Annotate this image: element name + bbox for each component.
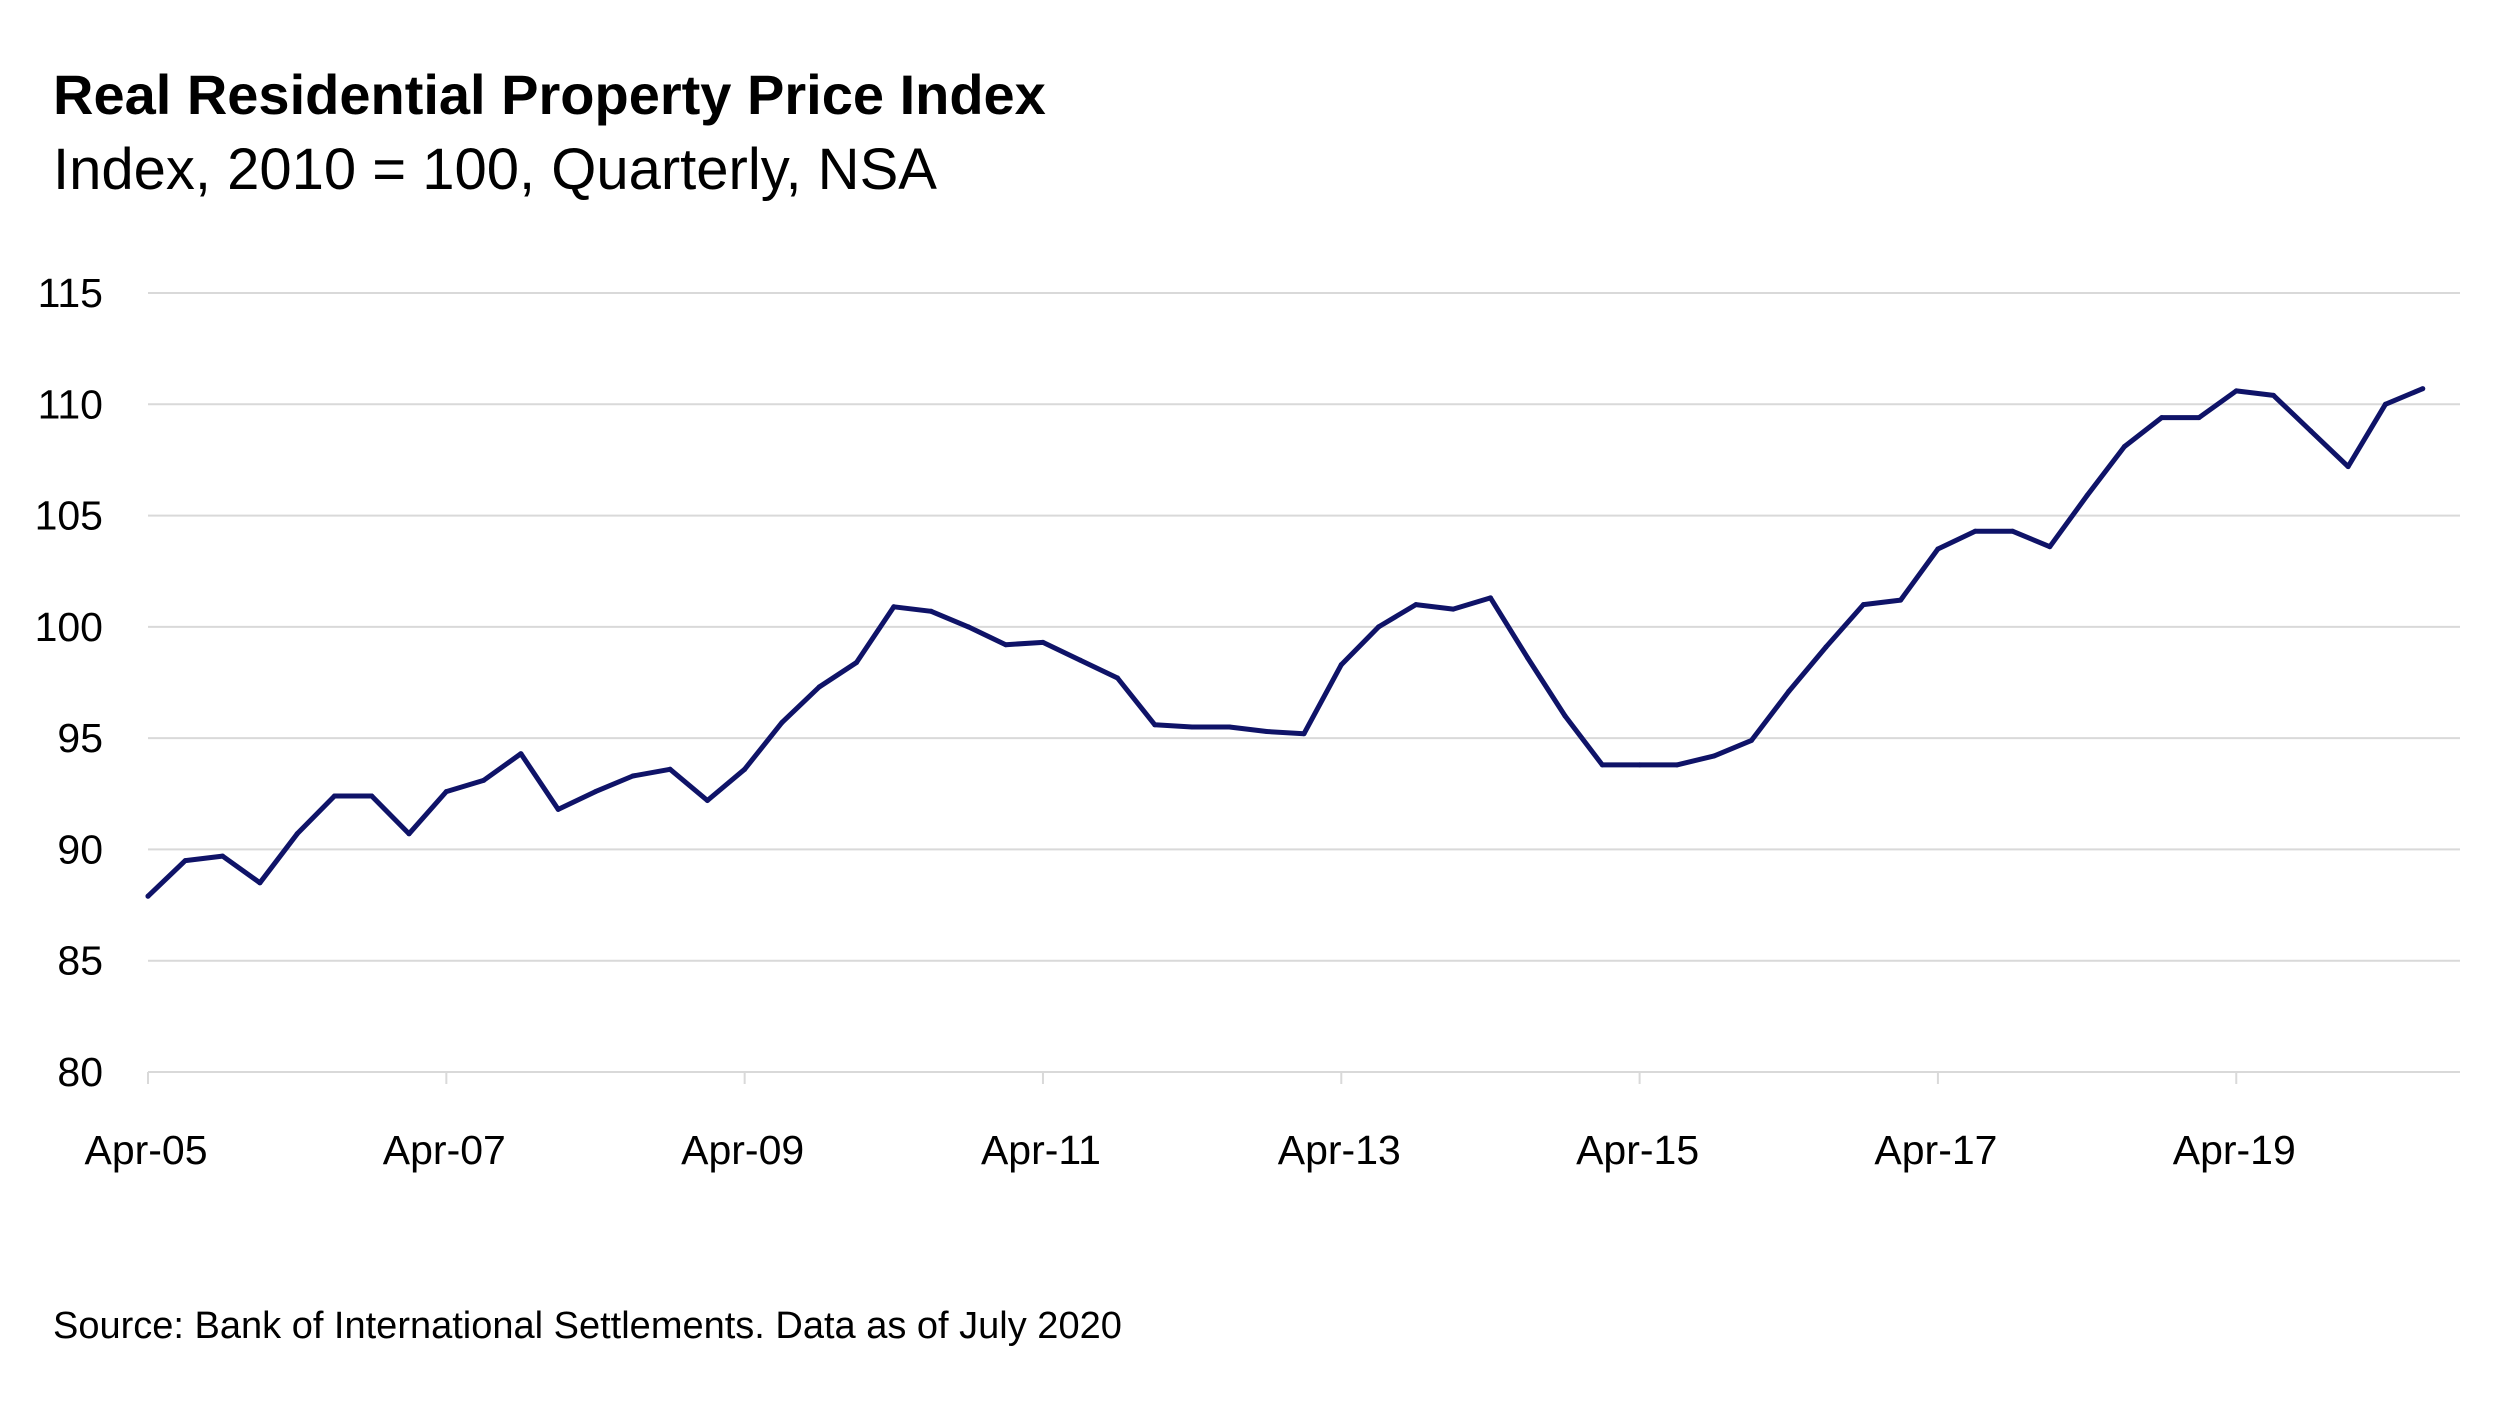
y-tick-label: 110 bbox=[38, 381, 103, 427]
data-point bbox=[2345, 464, 2351, 470]
data-point bbox=[1935, 546, 1941, 552]
data-point bbox=[2420, 386, 2426, 392]
data-point bbox=[2159, 415, 2165, 421]
data-point bbox=[220, 853, 226, 859]
x-tick-label: Apr-09 bbox=[681, 1127, 804, 1173]
data-point bbox=[704, 798, 710, 803]
data-point bbox=[779, 720, 785, 726]
data-point bbox=[2010, 528, 2015, 534]
y-tick-label: 100 bbox=[35, 604, 103, 650]
data-point bbox=[2233, 388, 2239, 394]
data-point bbox=[1562, 713, 1568, 719]
data-point bbox=[1786, 688, 1792, 694]
data-point bbox=[1488, 595, 1493, 601]
data-point bbox=[1525, 655, 1531, 661]
data-point bbox=[816, 684, 822, 690]
y-tick-label: 115 bbox=[38, 270, 103, 316]
data-point bbox=[406, 831, 412, 837]
data-point bbox=[145, 893, 151, 899]
data-point bbox=[332, 793, 337, 799]
data-point bbox=[891, 604, 897, 610]
data-point bbox=[1749, 737, 1754, 743]
data-point bbox=[294, 831, 300, 837]
x-tick-label: Apr-13 bbox=[1278, 1127, 1401, 1173]
y-tick-label: 95 bbox=[57, 715, 103, 761]
data-point bbox=[2196, 415, 2202, 421]
data-point bbox=[555, 806, 561, 812]
x-tick-label: Apr-05 bbox=[84, 1127, 207, 1173]
y-tick-label: 105 bbox=[35, 493, 103, 539]
data-point bbox=[1003, 642, 1009, 648]
y-tick-label: 80 bbox=[57, 1049, 103, 1095]
data-point bbox=[1860, 602, 1866, 608]
x-axis-tick-labels: Apr-05 Apr-07 Apr-09 Apr-11 Apr-13 Apr-15 Apr-… bbox=[84, 1127, 2295, 1173]
data-point bbox=[1189, 724, 1195, 730]
x-axis bbox=[147, 1071, 2460, 1084]
data-point bbox=[481, 777, 487, 783]
data-point bbox=[1264, 729, 1270, 734]
data-point bbox=[1040, 639, 1046, 645]
data-point bbox=[1376, 624, 1382, 630]
data-point bbox=[1226, 724, 1232, 730]
y-axis-tick-labels: 80 85 90 95 100 105 110 115 bbox=[35, 270, 103, 1095]
data-point bbox=[443, 789, 449, 795]
data-point bbox=[2121, 444, 2127, 450]
data-point bbox=[928, 608, 934, 614]
data-point bbox=[2047, 544, 2053, 550]
data-point bbox=[1637, 762, 1643, 768]
x-tick-label: Apr-17 bbox=[1874, 1127, 1997, 1173]
chart-title: Real Residential Property Price Index bbox=[53, 63, 1046, 126]
data-point bbox=[1898, 597, 1904, 603]
series-line bbox=[145, 386, 2426, 899]
data-point bbox=[1972, 528, 1978, 534]
data-point bbox=[2084, 493, 2090, 498]
x-tick-label: Apr-11 bbox=[981, 1127, 1101, 1173]
data-point bbox=[1301, 731, 1307, 737]
data-point bbox=[1450, 606, 1456, 612]
data-point bbox=[1338, 662, 1344, 668]
data-point bbox=[1413, 602, 1419, 608]
data-point bbox=[518, 751, 524, 757]
y-tick-label: 85 bbox=[57, 938, 103, 984]
data-point bbox=[1599, 762, 1605, 768]
data-point bbox=[369, 793, 375, 799]
series-layer bbox=[145, 386, 2426, 899]
data-point bbox=[257, 880, 263, 886]
data-point bbox=[1152, 722, 1158, 728]
gridlines bbox=[148, 292, 2460, 962]
y-tick-label: 90 bbox=[57, 826, 103, 872]
data-point bbox=[1115, 675, 1120, 681]
data-point bbox=[593, 789, 598, 795]
data-point bbox=[1711, 753, 1717, 759]
chart-source-note: Source: Bank of International Settlement… bbox=[53, 1305, 1122, 1347]
data-point bbox=[182, 858, 188, 864]
data-point bbox=[630, 773, 636, 779]
data-point bbox=[2271, 392, 2276, 398]
data-point bbox=[1077, 657, 1083, 663]
data-point bbox=[667, 766, 673, 772]
x-tick-label: Apr-07 bbox=[383, 1127, 506, 1173]
data-point bbox=[1674, 762, 1680, 768]
data-point bbox=[1823, 644, 1829, 650]
x-tick-label: Apr-19 bbox=[2173, 1127, 2296, 1173]
data-point bbox=[742, 766, 748, 772]
data-point bbox=[854, 660, 859, 665]
x-tick-label: Apr-15 bbox=[1576, 1127, 1699, 1173]
data-point bbox=[965, 624, 971, 630]
chart-subtitle: Index, 2010 = 100, Quarterly, NSA bbox=[53, 137, 937, 202]
data-point bbox=[2308, 428, 2314, 434]
data-point bbox=[2382, 401, 2388, 407]
